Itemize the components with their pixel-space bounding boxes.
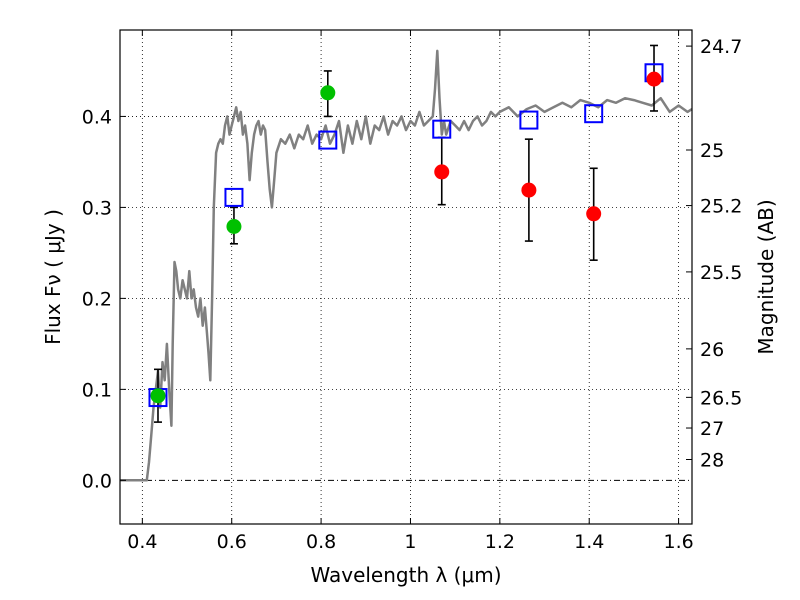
y-axis-label: Flux Fν ( μJy )	[41, 209, 65, 345]
right-axis-label: Magnitude (AB)	[754, 199, 778, 354]
mag-tick-label: 24.7	[700, 36, 742, 58]
y-tick-label: 0.4	[82, 106, 112, 128]
x-tick-label: 0.6	[217, 531, 247, 553]
mag-tick-label: 25.5	[700, 262, 742, 284]
red-photometry-point	[521, 182, 537, 198]
y-tick-label: 0.2	[82, 288, 112, 310]
green-photometry-point	[150, 388, 166, 404]
mag-tick-label: 25.2	[700, 196, 742, 218]
mag-tick-label: 27	[700, 418, 724, 440]
x-tick-label: 1.2	[485, 531, 515, 553]
mag-tick-label: 25	[700, 140, 724, 162]
plot-area	[120, 44, 693, 482]
red-photometry-point	[646, 71, 662, 87]
model-sed-line	[120, 49, 693, 482]
red-photometry-point	[434, 164, 450, 180]
mag-tick-label: 26	[700, 339, 724, 361]
model-flux-square	[519, 110, 539, 130]
model-flux-square	[584, 104, 604, 124]
y-tick-label: 0.3	[82, 197, 112, 219]
red-photometry-point	[586, 206, 602, 222]
model-flux-square	[224, 187, 244, 207]
green-photometry-point	[226, 219, 242, 235]
model-flux-square	[432, 119, 452, 139]
mag-tick-label: 28	[700, 449, 724, 471]
grid-lines	[120, 30, 692, 524]
model-flux-square	[318, 130, 338, 150]
green-photometry-point	[320, 85, 336, 101]
x-tick-label: 0.8	[306, 531, 336, 553]
axis-ticks: 0.4 0.6 0.8 1 1.2 1.4 1.6 0.0 0.1 0.2 0.3 0.4 24.7 25…	[82, 30, 742, 553]
x-tick-label: 1.6	[663, 531, 693, 553]
x-tick-label: 1.4	[574, 531, 604, 553]
x-tick-label: 1	[404, 531, 416, 553]
mag-tick-label: 26.5	[700, 387, 742, 409]
x-axis-label: Wavelength λ (μm)	[310, 563, 501, 587]
plot-frame	[119, 29, 693, 525]
y-tick-label: 0.0	[82, 470, 112, 492]
x-tick-label: 0.4	[127, 531, 157, 553]
y-tick-label: 0.1	[82, 379, 112, 401]
